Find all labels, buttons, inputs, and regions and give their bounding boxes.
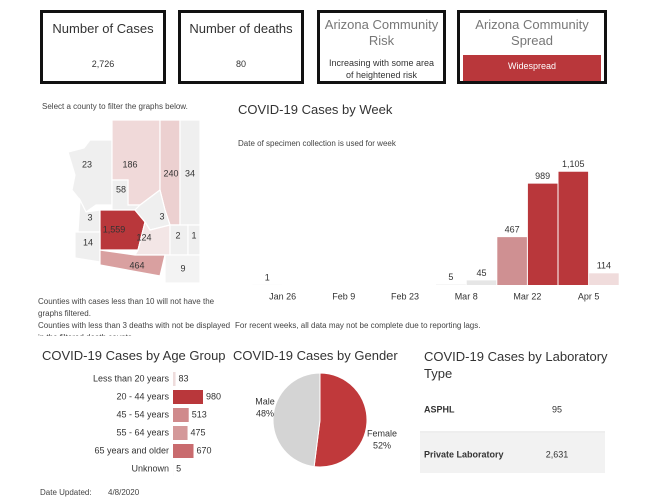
slice-label: Male (255, 396, 275, 406)
county-label: 464 (129, 260, 144, 270)
date-value: 4/8/2020 (108, 488, 140, 497)
county-label: 34 (185, 168, 195, 178)
bar (589, 273, 619, 285)
bar (558, 171, 589, 285)
card: Number of Cases 2,726 (40, 10, 166, 84)
y-tick-label: 65 years and older (94, 445, 169, 455)
value-label: 670 (197, 445, 212, 455)
county-label: 3 (159, 211, 164, 221)
chart-subtitle: Date of specimen collection is used for … (238, 139, 396, 148)
table-cell: Private Laboratory (424, 449, 504, 459)
value-label: 513 (192, 409, 207, 419)
chart-title: COVID-19 Cases by Week (238, 102, 393, 117)
county-label: 3 (87, 212, 92, 222)
card: Number of deaths 80 (178, 10, 304, 84)
table-row-bg (420, 433, 605, 473)
county[interactable] (164, 254, 201, 284)
card-title: Arizona Community Risk (324, 17, 439, 48)
value-label: 45 (476, 268, 486, 278)
chart-title: COVID-19 Cases by Age Group (42, 348, 226, 363)
value-label: 5 (176, 463, 181, 473)
y-tick-label: 45 - 54 years (116, 409, 169, 419)
card-value: Widespread (507, 61, 557, 71)
pie-slice (313, 372, 368, 468)
value-label: 83 (179, 373, 189, 383)
value-label: 475 (191, 427, 206, 437)
county-label: 124 (136, 232, 151, 242)
county-label: 23 (82, 159, 92, 169)
bar (466, 280, 497, 285)
map-note: Counties with less than 3 deaths with no… (38, 321, 231, 336)
value-label: 1 (265, 272, 270, 282)
county-label: 9 (180, 263, 185, 273)
map-instruction: Select a county to filter the graphs bel… (42, 102, 188, 111)
value-label: 5 (448, 272, 453, 282)
x-tick-label: Jan 26 (269, 291, 296, 301)
date-label: Date Updated: (40, 488, 92, 497)
card-value: 2,726 (91, 59, 115, 69)
card-value: 80 (235, 59, 246, 69)
table-title: COVID-19 Cases by Laboratory Type (424, 349, 608, 381)
map-notes: Counties with cases less than 10 will no… (38, 296, 233, 336)
county-label: 186 (122, 159, 137, 169)
y-tick-label: Unknown (131, 463, 169, 473)
pie-slice (272, 372, 321, 468)
county-label: 1,559 (103, 224, 126, 234)
map-note: Counties with cases less than 10 will no… (38, 297, 215, 318)
county-label: 1 (191, 230, 196, 240)
y-tick-label: Less than 20 years (93, 373, 170, 383)
bar (173, 390, 203, 404)
value-label: 114 (597, 261, 611, 271)
x-tick-label: Feb 9 (332, 291, 355, 301)
county-map[interactable] (67, 119, 201, 284)
spread-badge (463, 55, 601, 84)
bar (527, 183, 558, 285)
bar (173, 408, 189, 422)
bar (173, 444, 194, 458)
card: Arizona Community Spread Widespread (457, 10, 607, 84)
card-value: Increasing with some area of heightened … (328, 58, 435, 80)
x-tick-label: Mar 8 (455, 291, 478, 301)
card: Arizona Community Risk Increasing with so… (317, 10, 446, 84)
chart-footnote: For recent weeks, all data may not be co… (235, 321, 481, 330)
slice-value: 48% (256, 408, 274, 418)
slice-label: Female (367, 428, 397, 438)
y-tick-label: 55 - 64 years (116, 427, 169, 437)
value-label: 989 (535, 171, 550, 181)
x-tick-label: Mar 22 (513, 291, 541, 301)
county-label: 240 (163, 168, 178, 178)
bar (497, 237, 527, 285)
county-label: 2 (175, 230, 180, 240)
x-tick-label: Apr 5 (578, 291, 600, 301)
bar (436, 284, 466, 285)
card-title: Number of Cases (52, 21, 154, 36)
county-label: 14 (83, 237, 93, 247)
bar (173, 426, 188, 440)
value-label: 467 (505, 225, 520, 235)
bar (173, 372, 176, 386)
card-title: Arizona Community Spread (475, 17, 589, 48)
county[interactable] (67, 139, 113, 213)
county[interactable] (99, 249, 166, 277)
y-tick-label: 20 - 44 years (116, 391, 169, 401)
value-label: 1,105 (562, 159, 585, 169)
table-cell: ASPHL (424, 404, 455, 414)
card-title: Number of deaths (189, 21, 293, 36)
county-label: 58 (116, 184, 126, 194)
x-tick-label: Feb 23 (391, 291, 419, 301)
chart-title: COVID-19 Cases by Gender (233, 348, 398, 363)
slice-value: 52% (373, 440, 391, 450)
table-cell: 95 (552, 404, 562, 414)
value-label: 980 (206, 391, 221, 401)
table-cell: 2,631 (546, 449, 569, 459)
